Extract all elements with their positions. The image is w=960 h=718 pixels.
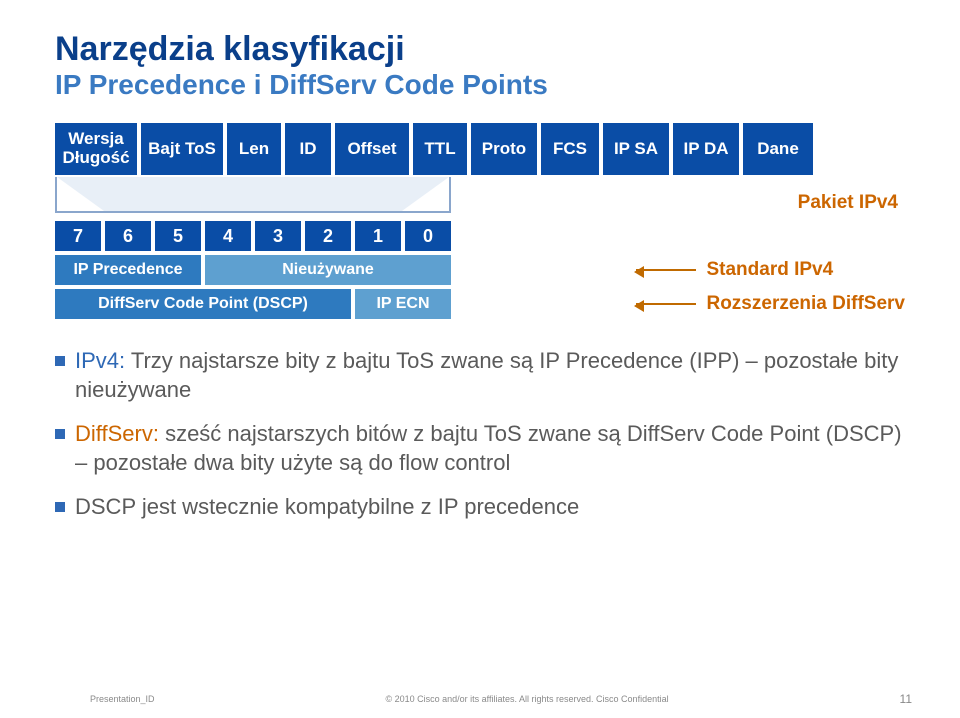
slide: Narzędzia klasyfikacji IP Precedence i D… <box>0 0 960 718</box>
bullet-square-icon <box>55 502 65 512</box>
arrow-label: Standard IPv4 <box>636 255 905 285</box>
bit-table: 76543210 IP PrecedenceNieużywane DiffServ … <box>55 221 614 319</box>
packet-cell: ID <box>285 123 331 175</box>
packet-cell: WersjaDługość <box>55 123 137 175</box>
bullet-text: IPv4: Trzy najstarsze bity z bajtu ToS z… <box>75 347 905 404</box>
bullet: DSCP jest wstecznie kompatybilne z IP pr… <box>55 493 905 522</box>
bullet-text: DSCP jest wstecznie kompatybilne z IP pr… <box>75 493 579 522</box>
bit-header: 4 <box>205 221 251 251</box>
packet-cell: TTL <box>413 123 467 175</box>
arrow-label-text: Rozszerzenia DiffServ <box>706 293 905 315</box>
bit-header: 0 <box>405 221 451 251</box>
labels-right: Standard IPv4 Rozszerzenia DiffServ <box>636 221 905 319</box>
footer-page: 11 <box>900 692 912 706</box>
band-wrap <box>55 177 905 213</box>
bits-block: 76543210 IP PrecedenceNieużywane DiffServ … <box>55 221 905 319</box>
packet-cell: Offset <box>335 123 409 175</box>
bullet-square-icon <box>55 429 65 439</box>
bullet: IPv4: Trzy najstarsze bity z bajtu ToS z… <box>55 347 905 404</box>
bullets: IPv4: Trzy najstarsze bity z bajtu ToS z… <box>55 347 905 522</box>
packet-label: Pakiet IPv4 <box>798 192 898 214</box>
band-connector <box>55 177 451 213</box>
packet-cell: Proto <box>471 123 537 175</box>
bit-cell: IP Precedence <box>55 255 201 285</box>
arrow-icon <box>636 269 696 271</box>
bit-cell: DiffServ Code Point (DSCP) <box>55 289 351 319</box>
bit-header: 5 <box>155 221 201 251</box>
bullet: DiffServ: sześć najstarszych bitów z baj… <box>55 420 905 477</box>
arrow-icon <box>636 303 696 305</box>
arrow-label-text: Standard IPv4 <box>706 259 833 281</box>
packet-cell: IP DA <box>673 123 739 175</box>
packet-row: WersjaDługośćBajt ToSLenIDOffsetTTLProto… <box>55 123 905 175</box>
packet-cell: IP SA <box>603 123 669 175</box>
packet-cell: Dane <box>743 123 813 175</box>
bit-header: 7 <box>55 221 101 251</box>
bullet-text: DiffServ: sześć najstarszych bitów z baj… <box>75 420 905 477</box>
bit-header: 1 <box>355 221 401 251</box>
packet-cell: Len <box>227 123 281 175</box>
footer: Presentation_ID © 2010 Cisco and/or its … <box>0 692 960 706</box>
title-main: Narzędzia klasyfikacji <box>55 30 905 69</box>
footer-left: Presentation_ID <box>90 694 155 704</box>
bit-cell: IP ECN <box>355 289 451 319</box>
packet-cell: Bajt ToS <box>141 123 223 175</box>
bullet-square-icon <box>55 356 65 366</box>
title-sub: IP Precedence i DiffServ Code Points <box>55 69 905 101</box>
packet-cell: FCS <box>541 123 599 175</box>
bit-header: 2 <box>305 221 351 251</box>
bit-header: 6 <box>105 221 151 251</box>
arrow-label: Rozszerzenia DiffServ <box>636 289 905 319</box>
bit-cell: Nieużywane <box>205 255 451 285</box>
footer-mid: © 2010 Cisco and/or its affiliates. All … <box>155 694 900 704</box>
bit-header: 3 <box>255 221 301 251</box>
